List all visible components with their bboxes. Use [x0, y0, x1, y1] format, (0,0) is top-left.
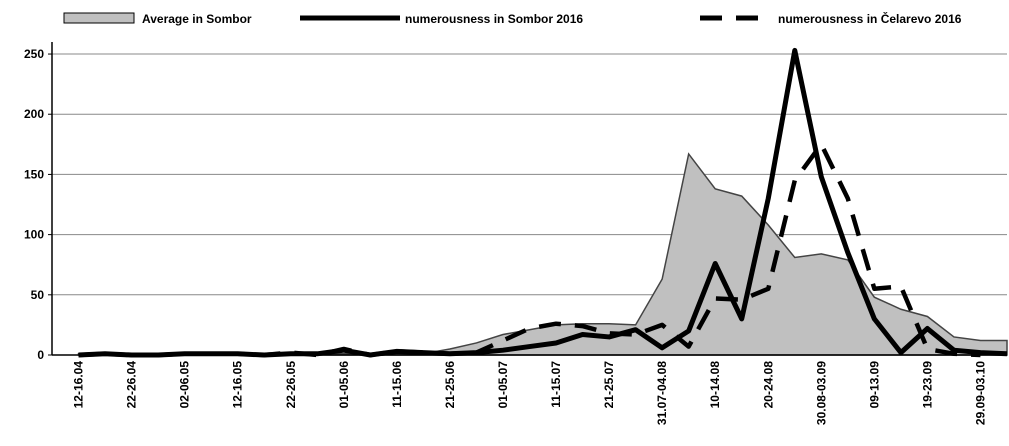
- legend-label: numerousness in Sombor 2016: [405, 12, 583, 26]
- y-tick-label: 250: [24, 47, 44, 61]
- legend-label: Average in Sombor: [142, 12, 252, 26]
- legend-label: numerousness in Čelarevo 2016: [778, 11, 962, 26]
- x-tick-label: 12-16.04: [72, 361, 86, 409]
- x-tick-label: 09-13.09: [867, 361, 881, 409]
- y-tick-label: 50: [31, 288, 45, 302]
- y-tick-label: 0: [37, 348, 44, 362]
- x-tick-label: 11-15.07: [549, 361, 563, 408]
- x-tick-label: 12-16.05: [231, 361, 245, 409]
- legend-swatch: [63, 12, 135, 24]
- x-tick-label: 21-25.07: [602, 361, 616, 409]
- y-tick-label: 200: [24, 107, 44, 121]
- x-tick-label: 21-25.06: [443, 361, 457, 409]
- x-tick-label: 31.07-04.08: [655, 361, 669, 425]
- y-tick-label: 100: [24, 228, 44, 242]
- x-tick-label: 01-05.06: [337, 361, 351, 409]
- x-tick-label: 02-06.05: [178, 361, 192, 409]
- x-tick-label: 20-24.08: [761, 361, 775, 409]
- x-tick-label: 29.09-03.10: [973, 361, 987, 425]
- x-tick-label: 10-14.08: [708, 361, 722, 409]
- x-tick-label: 19-23.09: [920, 361, 934, 409]
- y-tick-label: 150: [24, 167, 44, 181]
- x-tick-label: 22-26.04: [125, 361, 139, 409]
- x-tick-label: 22-26.05: [284, 361, 298, 409]
- x-tick-label: 01-05.07: [496, 361, 510, 409]
- line: [78, 142, 981, 358]
- x-tick-label: 11-15.06: [390, 361, 404, 408]
- x-tick-label: 30.08-03.09: [814, 361, 828, 425]
